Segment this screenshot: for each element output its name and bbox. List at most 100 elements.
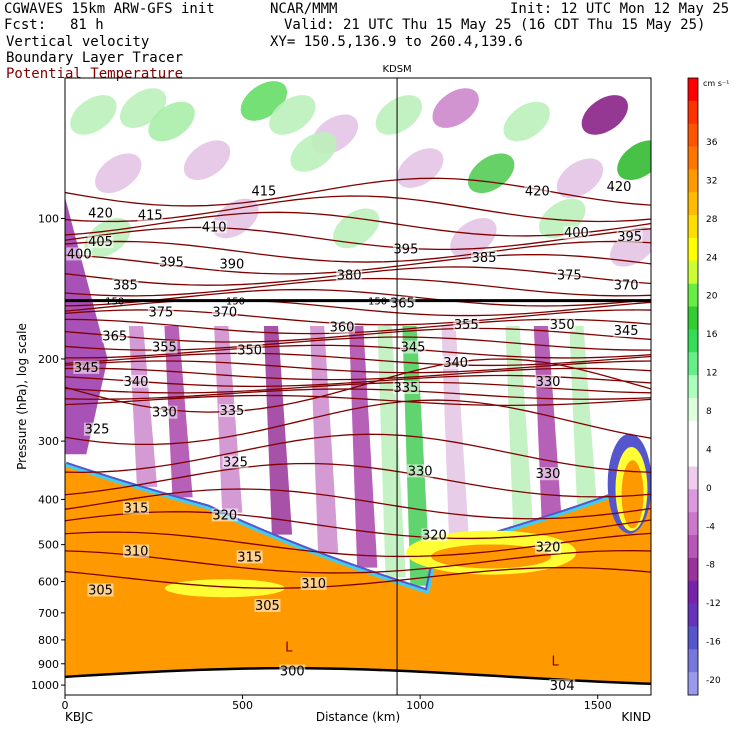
theta-label-49: 300: [280, 665, 305, 680]
y-tick-label-0: 100: [38, 212, 59, 225]
theta-label-48: 305: [255, 599, 280, 614]
theta-label-12: 395: [394, 242, 419, 257]
theta-label-bg-9: [66, 247, 93, 261]
theta-label-9: 400: [67, 247, 92, 262]
theta-label-30: 345: [74, 361, 99, 376]
colorbar-swatch-16: [688, 443, 698, 467]
theta-contour-upper-2: [65, 211, 651, 237]
colorbar-swatch-0: [688, 78, 698, 102]
theta-label-36: 325: [85, 423, 110, 438]
theta-contour-upper-20: [65, 388, 651, 400]
colorbar-tick-4: 20: [706, 292, 718, 302]
valid-time: Valid: 21 UTC Thu 15 May 25 (16 CDT Thu …: [284, 17, 706, 33]
colorbar-swatch-25: [688, 649, 698, 673]
theta-label-bg-15: [112, 278, 139, 292]
theta-label-32: 335: [394, 381, 419, 396]
theta-label-21: 355: [454, 318, 479, 333]
forecast-label: Fcst:: [4, 17, 47, 33]
colorbar-swatch-11: [688, 329, 698, 353]
theta-label-5: 420: [607, 180, 632, 195]
theta-label-38: 330: [408, 464, 433, 479]
theta-label-bg-39: [535, 467, 562, 481]
theta-label-bg-1: [137, 208, 164, 222]
theta-label-bg-45: [236, 550, 263, 564]
colorbar-swatch-22: [688, 580, 698, 605]
theta-label-bg-4: [524, 184, 551, 198]
theta-label-bg-37: [222, 455, 249, 469]
endpoint-left: KBJC: [65, 710, 93, 724]
theta-label-bg-5: [606, 179, 633, 193]
plot-frame: [64, 77, 652, 696]
theta-label-bg-44: [123, 544, 150, 558]
theta-label-23: 345: [614, 324, 639, 339]
theta-label-bg-23: [613, 323, 640, 337]
theta-label-7: 395: [617, 230, 642, 245]
y-tick-label-4: 500: [38, 539, 59, 552]
colorbar-tick-14: -20: [706, 676, 721, 686]
theta-label-27: 350: [237, 344, 262, 359]
colorbar-swatch-17: [688, 466, 698, 490]
velocity-blob-7: [432, 88, 479, 128]
velocity-blob-19: [333, 208, 380, 249]
theta-label-31: 340: [124, 375, 149, 390]
theta-contour-upper-19: [65, 381, 651, 394]
velocity-streak-6: [377, 326, 406, 578]
theta-label-bg-35: [218, 404, 245, 418]
y-tick-label-7: 800: [38, 634, 59, 647]
theta-label-bg-17: [613, 278, 640, 292]
theta-label-bg-27: [236, 343, 263, 357]
x-tick-label-2: 1000: [406, 699, 434, 712]
theta-label-bg-6: [563, 226, 590, 240]
theta-label-bg-47: [87, 583, 114, 597]
theta-label-13: 385: [472, 251, 497, 266]
theta-contour-upper-0: [65, 177, 651, 207]
theta-label-41: 320: [212, 508, 237, 523]
theta-label-29: 340: [443, 356, 468, 371]
theta-label-bg-8: [87, 235, 114, 249]
field-vertical-velocity: Vertical velocity: [6, 34, 150, 50]
theta-label-bg-34: [151, 405, 178, 419]
theta-contour-upper-17: [65, 367, 651, 381]
theta-label-18: 375: [148, 306, 173, 321]
theta-label-35: 335: [220, 404, 245, 419]
colorbar-swatch-3: [688, 146, 698, 170]
theta-label-bg-26: [151, 340, 178, 354]
theta-label-bg-2: [201, 220, 228, 234]
colorbar-tick-3: 24: [706, 253, 718, 263]
theta-contour-lower-1: [65, 399, 651, 446]
theta-label-bg-7: [616, 229, 643, 243]
velocity-streak-9: [505, 326, 534, 534]
theta-label-46: 310: [301, 577, 326, 592]
colorbar-tick-13: -16: [706, 638, 721, 648]
theta-label-2: 410: [202, 220, 227, 235]
theta-label-39: 330: [536, 467, 561, 482]
theta-label-bg-16: [556, 268, 583, 282]
theta-label-bg-32: [392, 381, 419, 395]
theta-contour-upper-12: [65, 327, 651, 343]
tracer-label-0: 150: [105, 297, 124, 308]
y-tick-label-8: 900: [38, 658, 59, 671]
colorbar-swatch-19: [688, 512, 698, 536]
colorbar-swatch-26: [688, 672, 698, 696]
theta-label-50: 304: [550, 679, 575, 694]
theta-label-8: 405: [88, 235, 113, 250]
theta-label-bg-30: [73, 360, 100, 374]
theta-contour-upper-21: [65, 394, 651, 407]
forecast-hours: 81 h: [70, 17, 104, 33]
theta-label-10: 395: [159, 256, 184, 271]
theta-label-bg-36: [83, 422, 110, 436]
velocity-blob-13: [396, 148, 444, 188]
x-tick-label-1: 500: [232, 699, 253, 712]
x-tick-label-3: 1500: [584, 699, 612, 712]
colorbar-tick-2: 28: [706, 215, 718, 225]
theta-label-15: 385: [113, 279, 138, 294]
theta-label-25: 365: [102, 330, 127, 345]
theta-label-16: 375: [557, 268, 582, 283]
below-ground: [65, 668, 651, 695]
theta-label-22: 350: [550, 318, 575, 333]
theta-label-43: 320: [536, 541, 561, 556]
colorbar-swatch-18: [688, 489, 698, 513]
theta-label-34: 330: [152, 406, 177, 421]
colorbar-swatch-15: [688, 420, 698, 445]
